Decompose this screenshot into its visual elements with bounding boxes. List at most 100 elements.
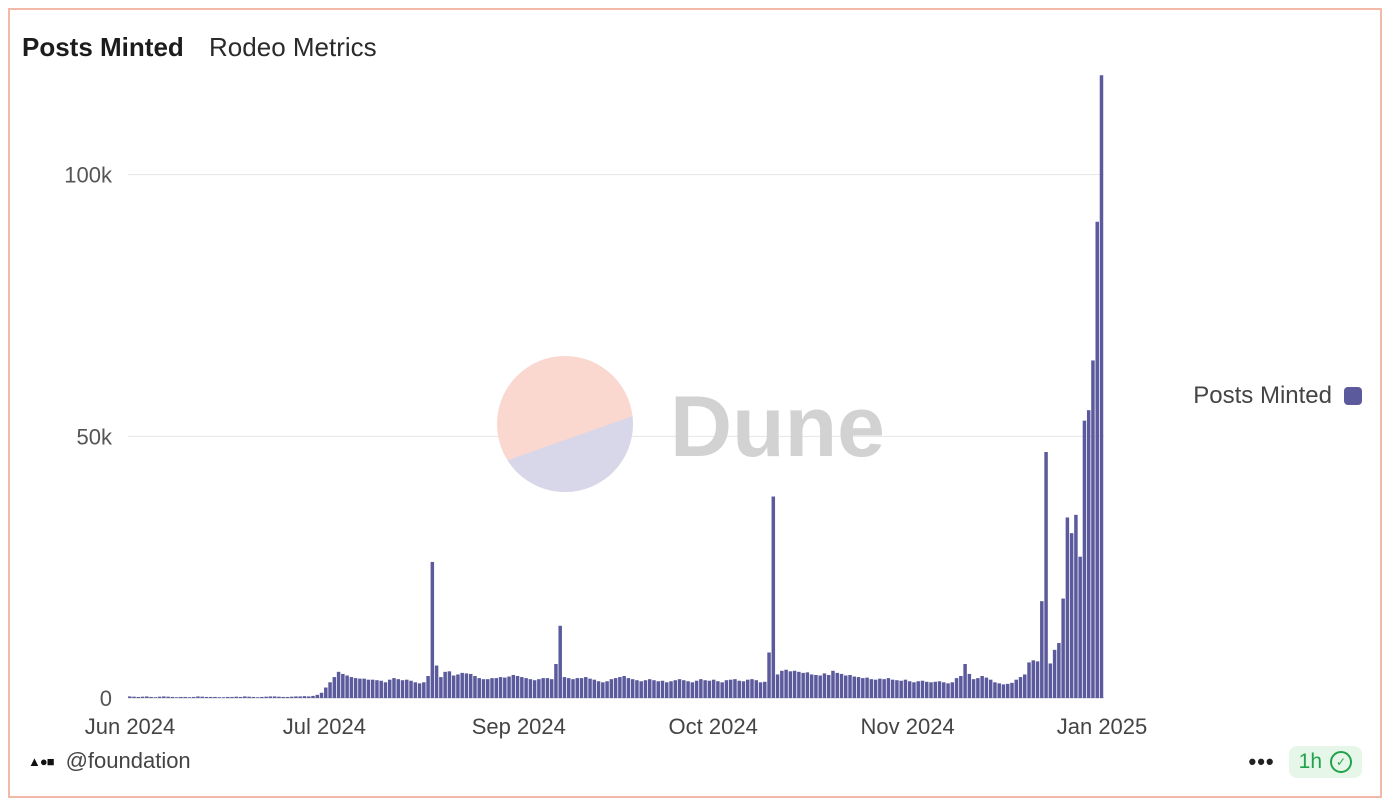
- bar: [669, 681, 673, 698]
- bar: [907, 681, 912, 698]
- bar: [268, 696, 273, 698]
- bar: [822, 673, 827, 698]
- bar: [703, 680, 707, 698]
- bar: [826, 674, 831, 698]
- bar: [997, 683, 1001, 698]
- bar: [818, 675, 822, 698]
- bar: [140, 696, 145, 698]
- bar: [162, 696, 166, 698]
- bar: [409, 680, 413, 698]
- bar: [733, 679, 737, 698]
- bar: [835, 672, 839, 698]
- bar: [1065, 517, 1070, 698]
- bar: [699, 679, 703, 698]
- bar: [315, 694, 320, 698]
- x-tick-label: Oct 2024: [669, 714, 758, 739]
- bar: [754, 680, 759, 698]
- bar: [809, 674, 814, 698]
- bar: [451, 675, 456, 698]
- bar: [788, 671, 793, 698]
- footer-actions: ••• 1h ✓: [1249, 746, 1362, 778]
- bar: [1040, 601, 1044, 698]
- bar: [831, 670, 835, 698]
- bar: [912, 682, 916, 698]
- bar: [869, 679, 874, 698]
- chart-card: Posts Minted Rodeo Metrics Dune 0 50k 100k…: [8, 8, 1382, 798]
- bar: [370, 679, 375, 698]
- bar: [665, 682, 669, 698]
- dune-logo-icon: ▲●■: [28, 753, 55, 769]
- refresh-badge[interactable]: 1h ✓: [1288, 746, 1362, 778]
- bar: [336, 671, 341, 698]
- bar: [460, 672, 464, 698]
- bar: [1052, 649, 1057, 698]
- bar: [532, 680, 537, 698]
- bar: [1091, 360, 1095, 698]
- bar: [886, 678, 891, 698]
- bar: [1018, 677, 1023, 698]
- more-options-icon[interactable]: •••: [1248, 749, 1275, 774]
- bar: [660, 680, 665, 698]
- x-tick-label: Sep 2024: [472, 714, 566, 739]
- bar: [763, 681, 767, 698]
- bar: [353, 678, 358, 698]
- bar: [221, 697, 226, 698]
- bar: [1031, 660, 1036, 698]
- bar: [959, 676, 963, 698]
- bar: [456, 674, 460, 698]
- bar: [379, 680, 383, 698]
- bar: [797, 671, 801, 698]
- bar: [498, 677, 503, 698]
- bar: [264, 696, 268, 698]
- bar: [954, 678, 959, 698]
- bar: [720, 682, 724, 698]
- bar: [307, 696, 311, 698]
- author-handle[interactable]: @foundation: [65, 748, 191, 773]
- bar: [1044, 452, 1048, 698]
- bar: [294, 696, 298, 698]
- bar: [711, 679, 716, 698]
- bar: [861, 678, 865, 698]
- refresh-label: 1h: [1298, 750, 1322, 773]
- x-tick-label: Jul 2024: [283, 714, 366, 739]
- bar: [170, 696, 175, 698]
- bar: [477, 678, 481, 698]
- bar: [332, 677, 337, 698]
- bar: [1095, 221, 1099, 698]
- x-tick-label: Nov 2024: [861, 714, 955, 739]
- bar: [852, 676, 857, 698]
- bar: [558, 625, 562, 698]
- x-tick-label: Jun 2024: [85, 714, 176, 739]
- bar: [153, 697, 158, 698]
- bar: [724, 680, 729, 698]
- bar: [865, 677, 869, 698]
- bar: [464, 673, 469, 698]
- bar: [630, 679, 635, 698]
- bar: [208, 696, 213, 698]
- bar: [946, 683, 950, 698]
- bar: [396, 679, 400, 698]
- bar: [571, 679, 575, 698]
- bar: [191, 696, 196, 698]
- bar: [247, 696, 251, 698]
- bar: [609, 679, 614, 698]
- bar: [750, 679, 754, 698]
- bar: [341, 673, 345, 698]
- bar: [588, 678, 592, 698]
- header: Posts Minted Rodeo Metrics: [22, 32, 377, 63]
- bar: [400, 680, 405, 698]
- bar: [963, 663, 967, 698]
- bar: [174, 697, 179, 698]
- y-axis-labels: 0 50k 100k: [64, 163, 113, 711]
- legend[interactable]: Posts Minted: [1193, 382, 1362, 410]
- bar: [383, 682, 388, 698]
- bar: [145, 696, 149, 698]
- bar: [792, 670, 797, 698]
- bar: [311, 695, 315, 698]
- bar: [217, 697, 221, 698]
- bar: [507, 676, 511, 698]
- footer-author[interactable]: ▲●■ @foundation: [28, 748, 191, 774]
- bar: [592, 679, 597, 698]
- bar: [601, 682, 605, 698]
- bar: [635, 680, 639, 698]
